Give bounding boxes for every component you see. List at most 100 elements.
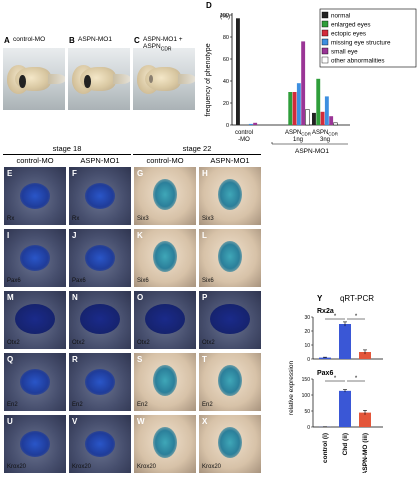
embryo-photo: L Six6 [198,228,262,288]
stain-region [85,431,115,457]
gene-label: Rx [72,216,80,222]
y-tick-label: 10 [304,343,310,349]
column-header: control-MO [146,156,184,165]
y-axis-label: frequency of phenotype [205,43,212,116]
column-header: ASPN-MO1 [210,156,250,165]
panel-caption-sub: CDR [160,46,172,53]
panel-letter: G [137,169,144,178]
panel-letter: P [202,293,208,302]
stain-region [152,364,178,397]
bar [359,412,371,427]
stain-region [217,426,243,459]
group-label-sub: CDR [301,132,311,137]
legend-swatch [321,29,329,37]
embryo-photo: O Otx2 [133,290,197,350]
gene-name: Pax6 [317,370,333,377]
panel-letter-y: Y [317,294,323,303]
bar [339,324,351,359]
tadpole-tail [177,74,195,84]
embryo-photo: J Pax6 [68,228,132,288]
gene-label: Krox20 [7,464,27,470]
gene-label: En2 [7,402,18,408]
y-tick-label: 80 [223,35,229,41]
panel-letter: O [137,293,144,302]
column-header: control-MO [16,156,54,165]
legend-label: normal [331,13,350,20]
panel-letter: C [134,36,140,45]
embryo-photo: X Krox20 [198,414,262,474]
y-tick-label: 40 [223,79,229,85]
legend-swatch [321,47,329,55]
stain-region [152,178,178,211]
embryo-photo: G Six3 [133,166,197,226]
gene-label: Otx2 [7,340,20,346]
bar-other-abnormalities [333,122,338,126]
stage22-header: stage 22 [182,144,212,153]
legend-label: missing eye structure [331,40,391,47]
panel-letter: X [202,417,208,426]
y-tick-label: 100 [220,13,229,19]
panel-letter: U [7,417,13,426]
bar-small-eye [253,122,258,125]
legend-label: ectopic eyes [331,31,366,38]
gene-label: En2 [137,402,148,408]
group-label: ASPNCDR [312,130,339,137]
group-label: control [235,130,253,136]
tadpole-photo [68,48,130,110]
panel-letter: I [7,231,10,240]
embryo-photo: U Krox20 [3,414,67,474]
legend-label: enlarged eyes [331,22,371,29]
stain-region [20,183,50,209]
eye-dot [19,74,26,89]
panel-letter: A [4,36,10,45]
y-tick-label: 20 [223,101,229,107]
embryo-photo: T En2 [198,352,262,412]
panel-letter: W [137,417,145,426]
category-label: control (i) [322,433,329,463]
bar [359,352,371,359]
bar-small-eye [301,41,306,125]
bar-missing-eye-structure [248,123,253,125]
stage18-header: stage 18 [52,144,82,153]
y-tick-label: 100 [302,393,311,399]
panel-letter: L [202,231,207,240]
y-axis-label: relative expression [288,361,295,416]
bar-ectopic-eyes [320,111,325,125]
eye-dot [84,74,91,89]
gene-label: Otx2 [202,340,215,346]
stain-region-large [145,303,185,334]
embryo-photo: M Otx2 [3,290,67,350]
panel-letter: J [72,231,77,240]
group-label: ASPNCDR [285,130,312,137]
embryo-photo: V Krox20 [68,414,132,474]
legend-swatch [321,56,329,64]
y-tick-label: 20 [304,329,310,335]
tadpole-photo [133,48,195,110]
sig-star: * [334,314,337,320]
bar-missing-eye-structure [324,96,329,125]
sig-star: * [355,314,358,320]
group-label-sub: CDR [328,132,338,137]
tadpole-photo [3,48,65,110]
stain-region [20,369,50,395]
gene-label: Pax6 [72,278,86,284]
category-label: Chd + ASPN-MO (iii) [362,433,369,473]
phenotype-frequency-chart: frequency of phenotype (%) 0 20 40 60 80 100 con… [205,8,417,155]
eye-dot [149,74,154,84]
embryo-photo: H Six3 [198,166,262,226]
legend-swatch [321,38,329,46]
y-tick-label: 150 [302,377,311,383]
panel-letter: R [72,355,78,364]
gene-label: Six3 [137,216,149,222]
sig-star: * [355,376,358,382]
gene-label: Rx [7,216,15,222]
bar-other-abnormalities [305,109,310,126]
stain-region [85,245,115,271]
y-tick-label: 50 [304,409,310,415]
panel-caption-text: control-MO [13,36,46,43]
stain-region [20,431,50,457]
sig-star: * [334,376,337,382]
panel-caption-text: ASPN-MO1 + ASPN [143,36,183,50]
panel-letter: M [7,293,14,302]
embryo-photo: K Six6 [133,228,197,288]
